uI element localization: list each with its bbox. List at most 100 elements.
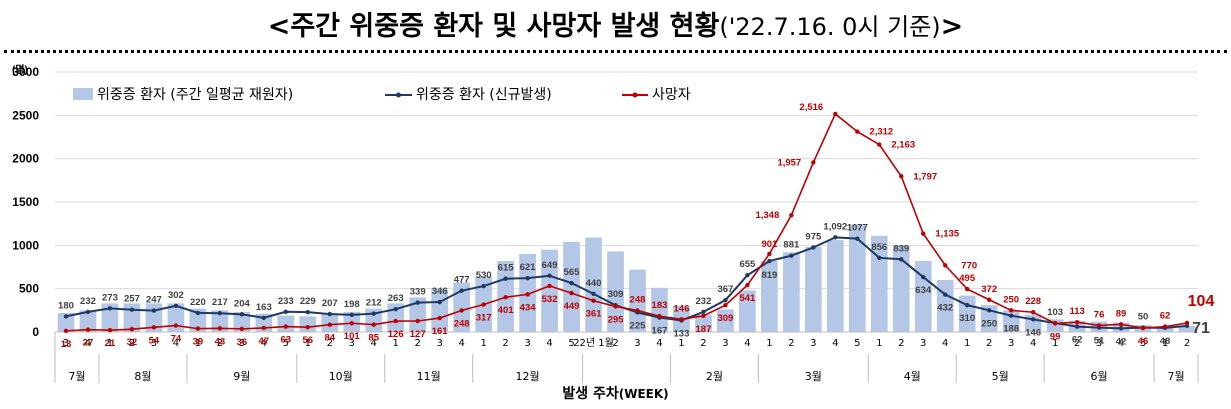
severe-new-point bbox=[833, 235, 838, 240]
week-tick-label: 4 bbox=[173, 338, 179, 349]
week-tick-label: 4 bbox=[744, 338, 750, 349]
severe-patient-bar bbox=[563, 241, 580, 332]
week-tick-label: 2 bbox=[217, 338, 223, 349]
week-tick-label: 3 bbox=[810, 338, 816, 349]
deaths-point bbox=[1140, 325, 1146, 331]
severe-new-data-label: 51 bbox=[1094, 336, 1105, 347]
deaths-data-label: 1,135 bbox=[935, 229, 959, 240]
severe-new-data-label: 302 bbox=[168, 290, 184, 301]
severe-new-point bbox=[1118, 326, 1124, 331]
deaths-point bbox=[1030, 310, 1036, 315]
deaths-data-label: 541 bbox=[739, 293, 756, 304]
week-tick-label: 1 bbox=[305, 338, 311, 349]
severe-new-point bbox=[129, 307, 135, 312]
deaths-point bbox=[657, 313, 662, 319]
severe-new-data-label: 310 bbox=[959, 313, 975, 324]
deaths-data-label: 1,348 bbox=[755, 210, 779, 221]
deaths-data-label: 309 bbox=[717, 313, 733, 324]
deaths-data-label: 99 bbox=[1050, 331, 1061, 342]
week-tick-label: 4 bbox=[832, 338, 838, 349]
y-tick-label: 3000 bbox=[12, 65, 39, 79]
severe-new-data-label: 655 bbox=[739, 259, 756, 270]
legend-label-severe-line: 위중증 환자 (신규발생) bbox=[416, 87, 552, 103]
week-tick-label: 2 bbox=[700, 338, 706, 349]
severe-new-point bbox=[789, 253, 794, 258]
month-label: 2월 bbox=[706, 370, 723, 383]
severe-new-point bbox=[261, 315, 267, 321]
severe-new-data-label: 856 bbox=[871, 242, 887, 253]
severe-patient-bar bbox=[717, 309, 734, 332]
deaths-point bbox=[1162, 324, 1168, 329]
deaths-point bbox=[129, 327, 135, 332]
deaths-data-label: 76 bbox=[1094, 309, 1105, 320]
week-tick-label: 1 bbox=[480, 338, 486, 349]
deaths-data-label: 2,312 bbox=[869, 127, 893, 138]
deaths-data-label: 401 bbox=[498, 305, 515, 316]
deaths-data-label: 372 bbox=[981, 284, 997, 295]
deaths-point bbox=[217, 326, 223, 331]
deaths-point bbox=[767, 251, 772, 257]
severe-new-point bbox=[63, 314, 69, 319]
severe-new-point bbox=[217, 310, 223, 316]
week-tick-label: 4 bbox=[85, 338, 91, 349]
deaths-point bbox=[921, 231, 926, 236]
y-tick-label: 2500 bbox=[12, 108, 39, 122]
severe-new-data-label: 257 bbox=[124, 294, 140, 305]
severe-new-data-label: 309 bbox=[608, 289, 624, 300]
deaths-point bbox=[151, 325, 157, 330]
severe-new-data-label: 71 bbox=[1192, 320, 1210, 337]
severe-patient-bar bbox=[299, 316, 317, 332]
deaths-data-label: 43 bbox=[215, 336, 226, 347]
deaths-point bbox=[1074, 320, 1080, 325]
month-label: 4월 bbox=[904, 370, 921, 383]
week-tick-label: 2 bbox=[612, 338, 618, 349]
week-tick-label: 2 bbox=[1074, 338, 1080, 349]
severe-new-data-label: 339 bbox=[410, 287, 426, 298]
severe-patient-bar bbox=[277, 315, 295, 332]
week-tick-label: 3 bbox=[436, 338, 442, 349]
month-label: 7월 bbox=[1167, 370, 1184, 383]
week-tick-label: 2 bbox=[502, 338, 508, 349]
deaths-data-label: 127 bbox=[410, 329, 426, 340]
severe-patient-bar bbox=[783, 252, 800, 332]
legend-swatch-severe-point bbox=[396, 92, 401, 98]
severe-new-point bbox=[151, 308, 157, 313]
severe-patient-bar bbox=[739, 290, 756, 332]
deaths-point bbox=[525, 292, 530, 297]
week-tick-label: 1 bbox=[678, 338, 684, 349]
deaths-point bbox=[1184, 320, 1190, 326]
deaths-data-label: 317 bbox=[476, 313, 492, 324]
week-tick-label: 1 bbox=[766, 338, 772, 349]
deaths-data-label: 62 bbox=[1160, 311, 1171, 322]
legend-label-bars: 위중증 환자 (주간 일평균 재원자) bbox=[97, 87, 293, 103]
y-tick-label: 500 bbox=[19, 282, 39, 296]
severe-new-data-label: 975 bbox=[805, 232, 822, 243]
deaths-data-label: 113 bbox=[1069, 306, 1084, 317]
severe-patient-bar bbox=[936, 280, 954, 332]
title-divider bbox=[4, 50, 1227, 53]
week-tick-label: 2 bbox=[898, 338, 904, 349]
severe-new-point bbox=[239, 312, 245, 317]
deaths-data-label: 295 bbox=[608, 314, 625, 325]
deaths-data-label: 126 bbox=[388, 329, 404, 340]
severe-patient-bar bbox=[1178, 325, 1196, 332]
week-tick-label: 3 bbox=[151, 338, 157, 349]
deaths-data-label: 183 bbox=[652, 300, 668, 311]
severe-new-point bbox=[173, 303, 179, 309]
severe-patient-bar bbox=[826, 240, 844, 332]
deaths-data-label: 1,797 bbox=[913, 171, 937, 182]
severe-new-data-label: 225 bbox=[630, 321, 647, 332]
deaths-point bbox=[679, 317, 684, 322]
severe-new-point bbox=[415, 300, 420, 305]
severe-patient-bar bbox=[804, 247, 822, 332]
severe-new-data-label: 167 bbox=[652, 326, 668, 337]
month-label: 10월 bbox=[329, 370, 353, 383]
deaths-data-label: 63 bbox=[281, 335, 292, 346]
severe-new-data-label: 634 bbox=[915, 285, 932, 296]
severe-patient-bar bbox=[892, 245, 910, 332]
severe-new-point bbox=[327, 311, 332, 317]
deaths-data-label: 46 bbox=[1138, 336, 1149, 347]
deaths-point bbox=[327, 322, 332, 327]
week-tick-label: 5 bbox=[568, 338, 574, 349]
